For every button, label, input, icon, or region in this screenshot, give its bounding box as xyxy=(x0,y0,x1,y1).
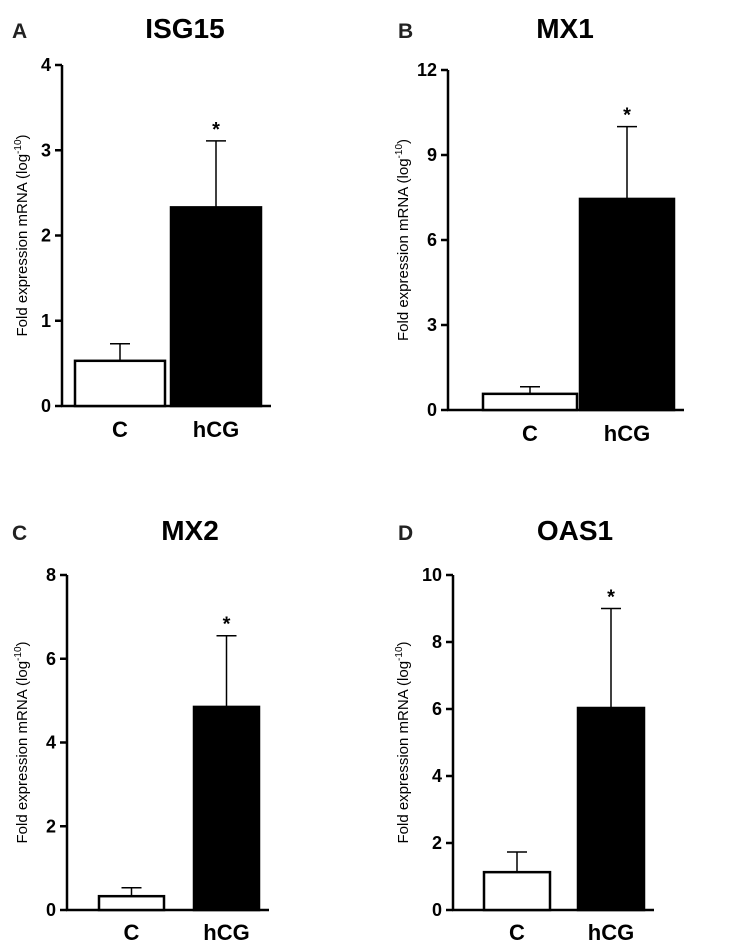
chart-0-ylabel-main: Fold expression mRNA (log xyxy=(14,154,31,337)
chart-3-ytick-label-5: 10 xyxy=(422,565,442,585)
chart-0-ytick-label-3: 3 xyxy=(41,140,51,160)
chart-1-ylabel: Fold expression mRNA (log-10) xyxy=(394,139,412,341)
chart-2-bar-c xyxy=(97,894,166,912)
chart-1-bar-hcg xyxy=(578,197,676,412)
chart-3-ylabel: Fold expression mRNA (log-10) xyxy=(394,641,412,843)
chart-1-ytick-label-1: 3 xyxy=(427,315,437,335)
chart-0-panel-letter: A xyxy=(12,20,27,43)
chart-3-panel: D OAS1 0 2 4 6 8 10 C * hCG Fold expression mRNA (l… xyxy=(394,515,654,945)
chart-1-ytick-label-3: 9 xyxy=(427,145,437,165)
chart-1-ytick-label-2: 6 xyxy=(427,230,437,250)
chart-1-category-label-1: hCG xyxy=(604,421,650,446)
chart-0-bar-hcg xyxy=(169,206,263,408)
chart-1-significance-1: * xyxy=(623,105,631,127)
chart-1-title: MX1 xyxy=(536,13,594,44)
chart-3-category-label-0: C xyxy=(509,920,525,945)
chart-3-bar-hcg xyxy=(576,706,646,912)
chart-0-category-label-1: hCG xyxy=(193,417,239,442)
chart-3-bar-c xyxy=(482,870,552,912)
chart-0-ytick-label-4: 4 xyxy=(41,55,51,75)
chart-0-significance-1: * xyxy=(212,119,220,141)
chart-1-panel-letter: B xyxy=(398,20,413,43)
chart-1-ylabel-close: ) xyxy=(395,139,412,144)
chart-1-ytick-label-0: 0 xyxy=(427,400,437,420)
chart-1-ylabel-sup: -10 xyxy=(394,144,405,159)
chart-3-ylabel-sup: -10 xyxy=(394,646,405,661)
chart-2-ytick-label-1: 2 xyxy=(46,816,56,836)
chart-2-panel-letter: C xyxy=(12,522,27,545)
chart-0-ylabel: Fold expression mRNA (log-10) xyxy=(13,134,31,336)
chart-2-ylabel-main: Fold expression mRNA (log xyxy=(14,661,31,844)
chart-0-category-label-0: C xyxy=(112,417,128,442)
chart-1-panel: B MX1 0 3 6 9 12 C * hCG Fold expression mRNA (log… xyxy=(394,13,684,446)
chart-3-ytick-label-4: 8 xyxy=(432,632,442,652)
chart-0-ytick-label-1: 1 xyxy=(41,311,51,331)
chart-2-ylabel-close: ) xyxy=(14,641,31,646)
chart-2-ylabel: Fold expression mRNA (log-10) xyxy=(13,641,31,843)
chart-1-ylabel-main: Fold expression mRNA (log xyxy=(395,158,412,341)
chart-0-title: ISG15 xyxy=(145,13,224,44)
chart-0-ylabel-sup: -10 xyxy=(13,139,24,154)
chart-3-ytick-label-0: 0 xyxy=(432,900,442,920)
chart-3-ytick-label-1: 2 xyxy=(432,833,442,853)
chart-2-significance-1: * xyxy=(223,614,231,636)
chart-2-ytick-label-3: 6 xyxy=(46,649,56,669)
chart-0-ytick-label-0: 0 xyxy=(41,396,51,416)
chart-3-significance-1: * xyxy=(607,587,615,609)
chart-3-ytick-label-3: 6 xyxy=(432,699,442,719)
chart-2-bar-hcg xyxy=(192,705,261,912)
chart-3-ytick-label-2: 4 xyxy=(432,766,442,786)
chart-2-ytick-label-0: 0 xyxy=(46,900,56,920)
chart-2-ytick-label-2: 4 xyxy=(46,733,56,753)
chart-3-category-label-1: hCG xyxy=(588,920,634,945)
chart-2-ylabel-sup: -10 xyxy=(13,646,24,661)
chart-3-ylabel-close: ) xyxy=(395,641,412,646)
chart-3-ylabel-main: Fold expression mRNA (log xyxy=(395,661,412,844)
chart-2-ytick-label-4: 8 xyxy=(46,565,56,585)
chart-1-bar-c xyxy=(481,392,579,412)
chart-1-category-label-0: C xyxy=(522,421,538,446)
chart-0-bar-c xyxy=(73,359,167,408)
chart-2-title: MX2 xyxy=(161,515,219,546)
chart-2-category-label-1: hCG xyxy=(203,920,249,945)
chart-2-category-label-0: C xyxy=(124,920,140,945)
chart-0-ylabel-close: ) xyxy=(14,134,31,139)
chart-0-panel: A ISG15 0 1 2 3 4 C * hCG Fold expression mRNA (lo… xyxy=(12,13,271,442)
chart-1-ytick-label-4: 12 xyxy=(417,60,437,80)
chart-0-ytick-label-2: 2 xyxy=(41,226,51,246)
chart-3-title: OAS1 xyxy=(537,515,613,546)
chart-3-panel-letter: D xyxy=(398,522,413,545)
